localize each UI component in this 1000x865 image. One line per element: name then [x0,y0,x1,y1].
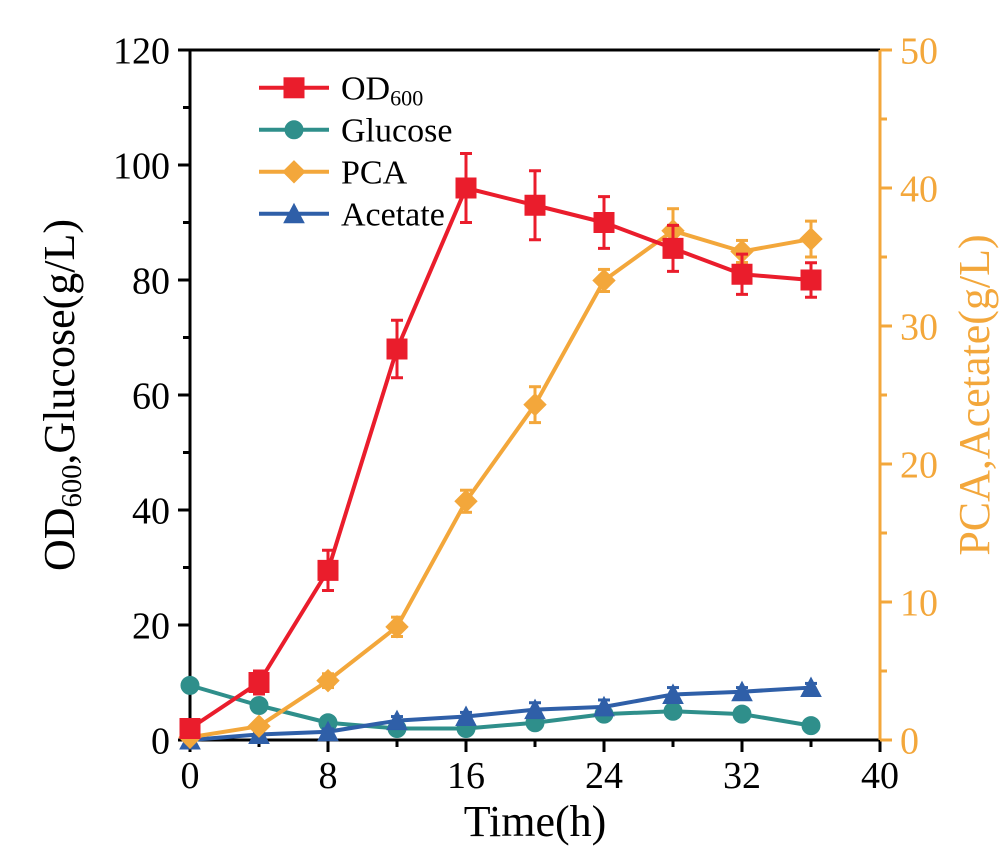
legend: OD600Glucose PCA Acetate [259,71,452,234]
line-chart: 0816243240Time(h)020406080100120OD600,Gl… [0,0,1000,865]
chart-container: 0816243240Time(h)020406080100120OD600,Gl… [0,0,1000,865]
svg-text:16: 16 [447,755,485,797]
svg-text:10: 10 [900,582,938,624]
svg-text:24: 24 [585,755,623,797]
svg-text:20: 20 [132,605,170,647]
series-pca [179,209,822,749]
svg-text:20: 20 [900,444,938,486]
svg-text:100: 100 [113,145,170,187]
svg-text:40: 40 [900,168,938,210]
y-right-axis-label: PCA,Acetate(g/L) [950,234,999,555]
svg-text:8: 8 [319,755,338,797]
x-axis-label: Time(h) [464,797,607,846]
svg-text:60: 60 [132,375,170,417]
series-od600 [180,154,821,739]
series-glucose [181,676,820,737]
svg-text:50: 50 [900,30,938,72]
svg-text:120: 120 [113,30,170,72]
legend-label-acetate: Acetate [341,197,445,234]
svg-text:30: 30 [900,306,938,348]
legend-label-pca: PCA [341,155,408,192]
svg-text:32: 32 [723,755,761,797]
svg-text:0: 0 [181,755,200,797]
legend-label-glucose: Glucose [341,113,452,150]
svg-text:40: 40 [861,755,899,797]
svg-text:0: 0 [900,720,919,762]
svg-text:80: 80 [132,260,170,302]
svg-text:0: 0 [151,720,170,762]
y-left-axis-label: OD600,Glucose(g/L) [35,219,88,571]
svg-text:40: 40 [132,490,170,532]
legend-label-od600: OD600 [341,71,423,111]
